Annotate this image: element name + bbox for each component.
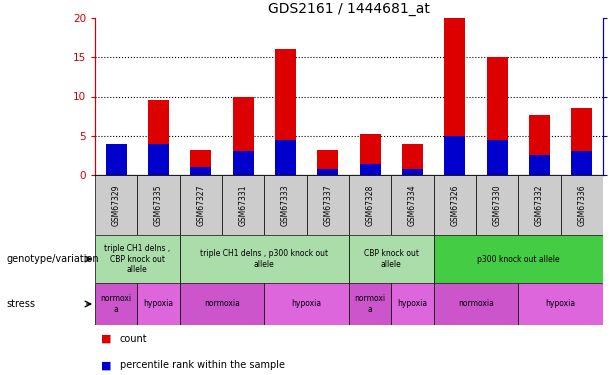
Text: normoxia: normoxia — [204, 300, 240, 309]
Text: genotype/variation: genotype/variation — [6, 254, 99, 264]
Bar — [180, 175, 222, 235]
Bar — [349, 235, 433, 283]
Bar — [148, 100, 169, 175]
Bar — [360, 134, 381, 175]
Bar — [433, 175, 476, 235]
Text: hypoxia: hypoxia — [546, 300, 576, 309]
Bar — [391, 283, 433, 325]
Text: normoxi
a: normoxi a — [101, 294, 132, 314]
Bar — [402, 144, 423, 175]
Bar — [487, 141, 508, 175]
Bar — [349, 175, 391, 235]
Bar — [275, 141, 296, 175]
Bar — [264, 175, 306, 235]
Bar — [444, 18, 465, 175]
Bar — [190, 167, 211, 175]
Bar — [476, 175, 519, 235]
Bar — [232, 152, 254, 175]
Bar — [571, 152, 592, 175]
Text: GSM67333: GSM67333 — [281, 184, 290, 226]
Bar — [137, 175, 180, 235]
Bar — [232, 96, 254, 175]
Bar — [318, 169, 338, 175]
Text: GSM67332: GSM67332 — [535, 184, 544, 226]
Text: normoxia: normoxia — [458, 300, 494, 309]
Bar — [487, 57, 508, 175]
Text: GSM67329: GSM67329 — [112, 184, 121, 226]
Bar — [95, 283, 137, 325]
Text: GSM67331: GSM67331 — [238, 184, 248, 226]
Bar — [529, 154, 550, 175]
Text: percentile rank within the sample: percentile rank within the sample — [120, 360, 284, 370]
Bar — [433, 283, 519, 325]
Bar — [529, 114, 550, 175]
Bar — [444, 136, 465, 175]
Text: GSM67337: GSM67337 — [323, 184, 332, 226]
Text: GSM67334: GSM67334 — [408, 184, 417, 226]
Bar — [275, 50, 296, 175]
Text: GSM67330: GSM67330 — [493, 184, 501, 226]
Bar — [318, 150, 338, 175]
Text: triple CH1 delns ,
CBP knock out
allele: triple CH1 delns , CBP knock out allele — [104, 244, 170, 274]
Text: GSM67335: GSM67335 — [154, 184, 163, 226]
Title: GDS2161 / 1444681_at: GDS2161 / 1444681_at — [268, 2, 430, 16]
Text: GSM67328: GSM67328 — [366, 184, 375, 226]
Text: ■: ■ — [101, 360, 112, 370]
Text: ■: ■ — [101, 334, 112, 344]
Text: hypoxia: hypoxia — [292, 300, 322, 309]
Bar — [402, 169, 423, 175]
Text: CBP knock out
allele: CBP knock out allele — [364, 249, 419, 269]
Bar — [561, 175, 603, 235]
Bar — [137, 283, 180, 325]
Bar — [433, 235, 603, 283]
Bar — [95, 175, 137, 235]
Bar — [519, 175, 561, 235]
Text: triple CH1 delns , p300 knock out
allele: triple CH1 delns , p300 knock out allele — [200, 249, 329, 269]
Text: count: count — [120, 334, 147, 344]
Bar — [349, 283, 391, 325]
Text: hypoxia: hypoxia — [143, 300, 173, 309]
Bar — [95, 235, 180, 283]
Text: normoxi
a: normoxi a — [354, 294, 386, 314]
Bar — [391, 175, 433, 235]
Bar — [148, 144, 169, 175]
Bar — [222, 175, 264, 235]
Text: p300 knock out allele: p300 knock out allele — [477, 255, 560, 264]
Bar — [571, 108, 592, 175]
Bar — [519, 283, 603, 325]
Bar — [264, 283, 349, 325]
Bar — [306, 175, 349, 235]
Text: stress: stress — [6, 299, 35, 309]
Bar — [190, 150, 211, 175]
Bar — [360, 164, 381, 175]
Bar — [105, 144, 127, 175]
Bar — [180, 235, 349, 283]
Bar — [180, 283, 264, 325]
Text: GSM67336: GSM67336 — [577, 184, 586, 226]
Bar — [105, 152, 127, 175]
Text: GSM67327: GSM67327 — [196, 184, 205, 226]
Text: hypoxia: hypoxia — [397, 300, 427, 309]
Text: GSM67326: GSM67326 — [451, 184, 459, 226]
